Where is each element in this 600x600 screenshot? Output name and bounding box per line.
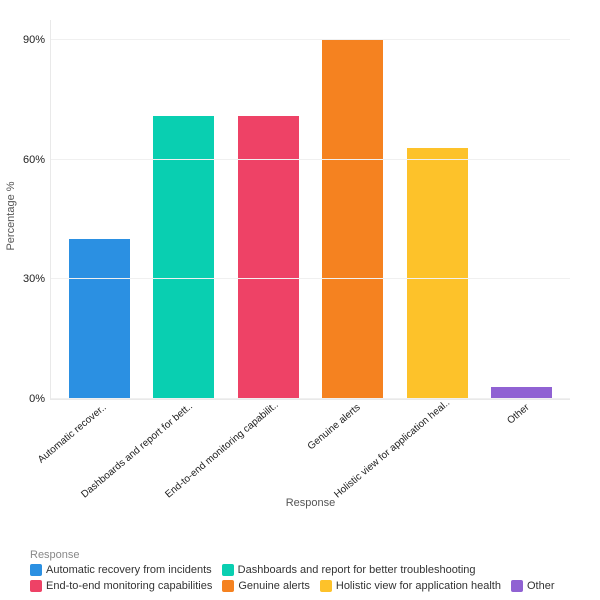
legend-swatch xyxy=(222,580,234,592)
bar-slot: Other xyxy=(480,20,565,399)
legend-items: Automatic recovery from incidents Dashboa… xyxy=(30,564,580,592)
legend-swatch xyxy=(320,580,332,592)
y-tick-label: 0% xyxy=(11,393,45,405)
legend-title: Response xyxy=(30,549,580,561)
legend-label: End-to-end monitoring capabilities xyxy=(46,580,212,592)
legend-item: Automatic recovery from incidents xyxy=(30,564,212,576)
legend-swatch xyxy=(30,564,42,576)
bar xyxy=(69,239,130,399)
bar-slot: Automatic recover.. xyxy=(57,20,142,399)
legend-swatch xyxy=(30,580,42,592)
bar-slot: Genuine alerts xyxy=(311,20,396,399)
legend-label: Dashboards and report for better trouble… xyxy=(238,564,476,576)
y-tick-label: 90% xyxy=(11,34,45,46)
legend-label: Holistic view for application health xyxy=(336,580,501,592)
y-tick-label: 30% xyxy=(11,273,45,285)
legend-item: Dashboards and report for better trouble… xyxy=(222,564,476,576)
grid-line xyxy=(51,278,570,279)
x-tick-label: Genuine alerts xyxy=(305,402,362,452)
legend-label: Automatic recovery from incidents xyxy=(46,564,212,576)
legend-item: Other xyxy=(511,580,555,592)
bar-slot: Dashboards and report for bett.. xyxy=(142,20,227,399)
legend-label: Other xyxy=(527,580,555,592)
x-axis-title: Response xyxy=(286,497,336,509)
legend-item: End-to-end monitoring capabilities xyxy=(30,580,212,592)
grid-line xyxy=(51,39,570,40)
grid-line xyxy=(51,159,570,160)
plot-area: Percentage % Automatic recover..Dashboar… xyxy=(50,20,570,400)
bar-slot: Holistic view for application heal.. xyxy=(395,20,480,399)
x-tick-label: Other xyxy=(505,402,531,427)
legend-label: Genuine alerts xyxy=(238,580,310,592)
y-axis-title: Percentage % xyxy=(5,181,17,250)
grid-line xyxy=(51,398,570,399)
bars-container: Automatic recover..Dashboards and report… xyxy=(51,20,570,399)
bar xyxy=(322,40,383,399)
bar-chart: Percentage % Automatic recover..Dashboar… xyxy=(0,0,600,600)
legend-swatch xyxy=(222,564,234,576)
legend-swatch xyxy=(511,580,523,592)
bar-slot: End-to-end monitoring capabilit.. xyxy=(226,20,311,399)
legend-item: Genuine alerts xyxy=(222,580,310,592)
x-tick-label: Automatic recover.. xyxy=(36,402,109,465)
y-tick-label: 60% xyxy=(11,154,45,166)
legend: Response Automatic recovery from inciden… xyxy=(30,549,580,592)
bar xyxy=(407,148,468,399)
legend-item: Holistic view for application health xyxy=(320,580,501,592)
